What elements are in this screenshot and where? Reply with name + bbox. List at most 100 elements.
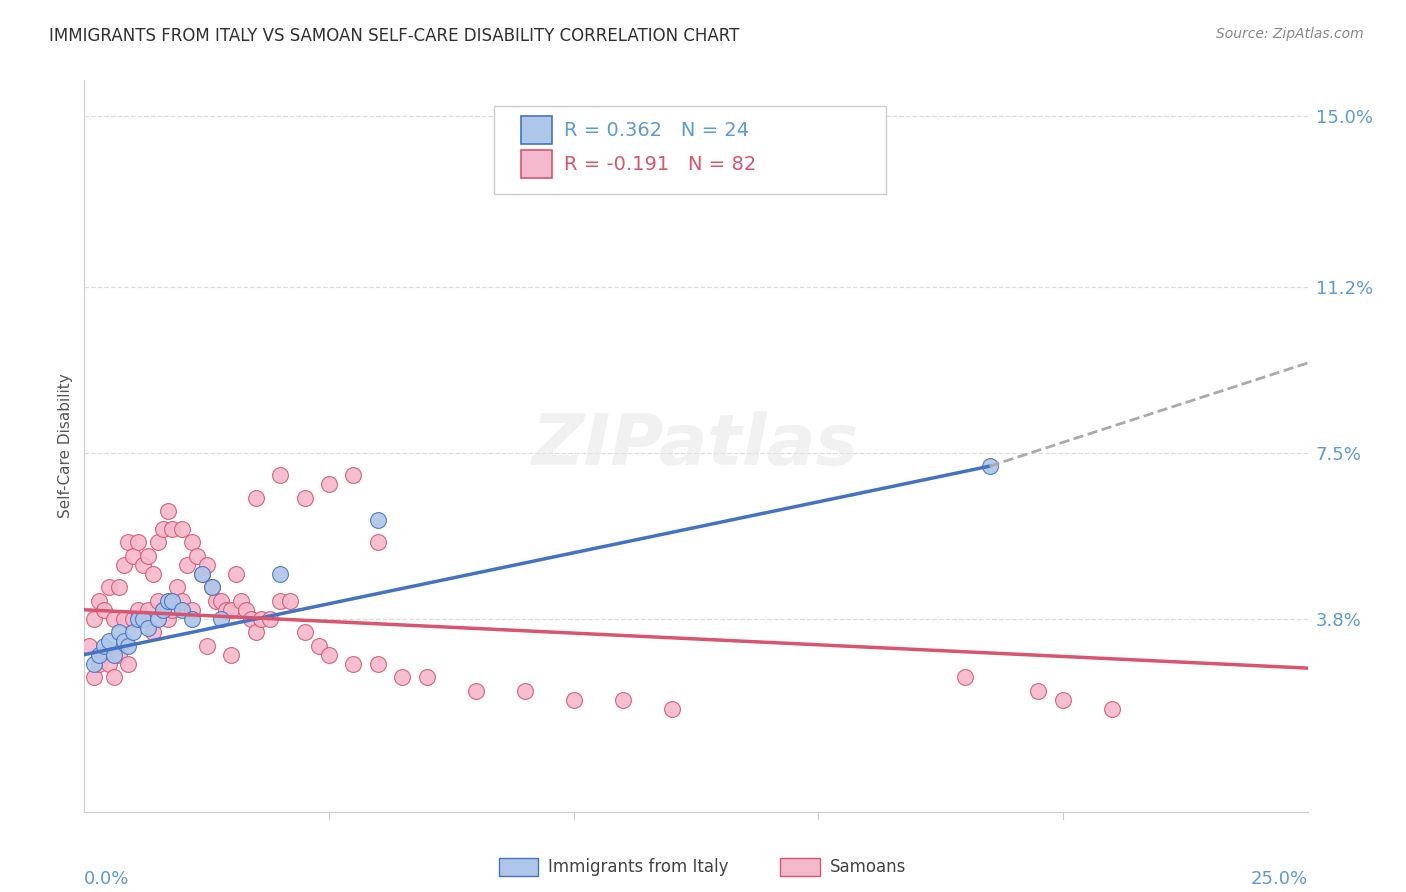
Point <box>342 657 364 671</box>
Point <box>136 549 159 563</box>
Text: 25.0%: 25.0% <box>1250 870 1308 888</box>
Point <box>132 612 155 626</box>
Point <box>172 522 194 536</box>
Point <box>107 648 129 662</box>
Point <box>117 657 139 671</box>
Point <box>513 683 536 698</box>
Point <box>142 625 165 640</box>
Point <box>107 625 129 640</box>
Point <box>152 603 174 617</box>
Point <box>176 558 198 572</box>
Text: ZIPatlas: ZIPatlas <box>533 411 859 481</box>
Point <box>162 522 184 536</box>
Text: IMMIGRANTS FROM ITALY VS SAMOAN SELF-CARE DISABILITY CORRELATION CHART: IMMIGRANTS FROM ITALY VS SAMOAN SELF-CAR… <box>49 27 740 45</box>
Point <box>127 603 149 617</box>
Point <box>146 535 169 549</box>
Point <box>269 594 291 608</box>
Point <box>93 639 115 653</box>
Point <box>97 580 120 594</box>
Point <box>152 522 174 536</box>
Point <box>122 612 145 626</box>
Point <box>367 657 389 671</box>
Point <box>83 670 105 684</box>
Point <box>953 670 976 684</box>
Point <box>1101 701 1123 715</box>
Point <box>87 657 110 671</box>
Point <box>219 648 242 662</box>
Point <box>117 535 139 549</box>
Point <box>416 670 439 684</box>
Point <box>83 657 105 671</box>
Point <box>209 594 232 608</box>
Point <box>132 612 155 626</box>
Point <box>181 612 204 626</box>
Point <box>294 625 316 640</box>
Point <box>97 657 120 671</box>
Point <box>136 603 159 617</box>
Point <box>83 612 105 626</box>
Point <box>77 639 100 653</box>
Text: Immigrants from Italy: Immigrants from Italy <box>548 858 728 876</box>
Point <box>269 468 291 483</box>
Point <box>259 612 281 626</box>
Point <box>136 621 159 635</box>
Point <box>127 535 149 549</box>
Point <box>156 612 179 626</box>
Point <box>103 648 125 662</box>
Point <box>172 594 194 608</box>
Point <box>318 477 340 491</box>
Point <box>117 639 139 653</box>
Text: Samoans: Samoans <box>830 858 905 876</box>
Point <box>249 612 271 626</box>
Point <box>235 603 257 617</box>
Point <box>1028 683 1050 698</box>
Text: R = 0.362   N = 24: R = 0.362 N = 24 <box>564 121 749 140</box>
Point <box>191 566 214 581</box>
Point <box>215 603 238 617</box>
Point <box>181 603 204 617</box>
Point <box>93 603 115 617</box>
Point <box>166 580 188 594</box>
Point <box>367 535 389 549</box>
Point <box>112 612 135 626</box>
Point <box>122 625 145 640</box>
Point <box>225 566 247 581</box>
Point <box>107 580 129 594</box>
Point <box>229 594 252 608</box>
Point <box>269 566 291 581</box>
Text: R = -0.191   N = 82: R = -0.191 N = 82 <box>564 155 756 174</box>
Point <box>205 594 228 608</box>
FancyBboxPatch shape <box>522 150 551 178</box>
Point <box>200 580 222 594</box>
Point <box>318 648 340 662</box>
Point <box>209 612 232 626</box>
Point <box>146 594 169 608</box>
Point <box>245 625 267 640</box>
Point <box>162 594 184 608</box>
Point <box>87 648 110 662</box>
Y-axis label: Self-Care Disability: Self-Care Disability <box>58 374 73 518</box>
FancyBboxPatch shape <box>522 116 551 144</box>
Point <box>464 683 486 698</box>
Point <box>191 566 214 581</box>
Point <box>87 594 110 608</box>
Point <box>156 504 179 518</box>
Point <box>1052 692 1074 706</box>
Point <box>294 491 316 505</box>
Point <box>152 603 174 617</box>
Point <box>195 558 218 572</box>
Point <box>112 634 135 648</box>
Point <box>200 580 222 594</box>
Point <box>186 549 208 563</box>
Point <box>112 558 135 572</box>
Point <box>127 612 149 626</box>
FancyBboxPatch shape <box>494 106 886 194</box>
Point <box>308 639 330 653</box>
Point <box>103 612 125 626</box>
Point <box>103 670 125 684</box>
Point <box>278 594 301 608</box>
Point <box>122 549 145 563</box>
Point <box>979 459 1001 474</box>
Point <box>245 491 267 505</box>
Text: Source: ZipAtlas.com: Source: ZipAtlas.com <box>1216 27 1364 41</box>
